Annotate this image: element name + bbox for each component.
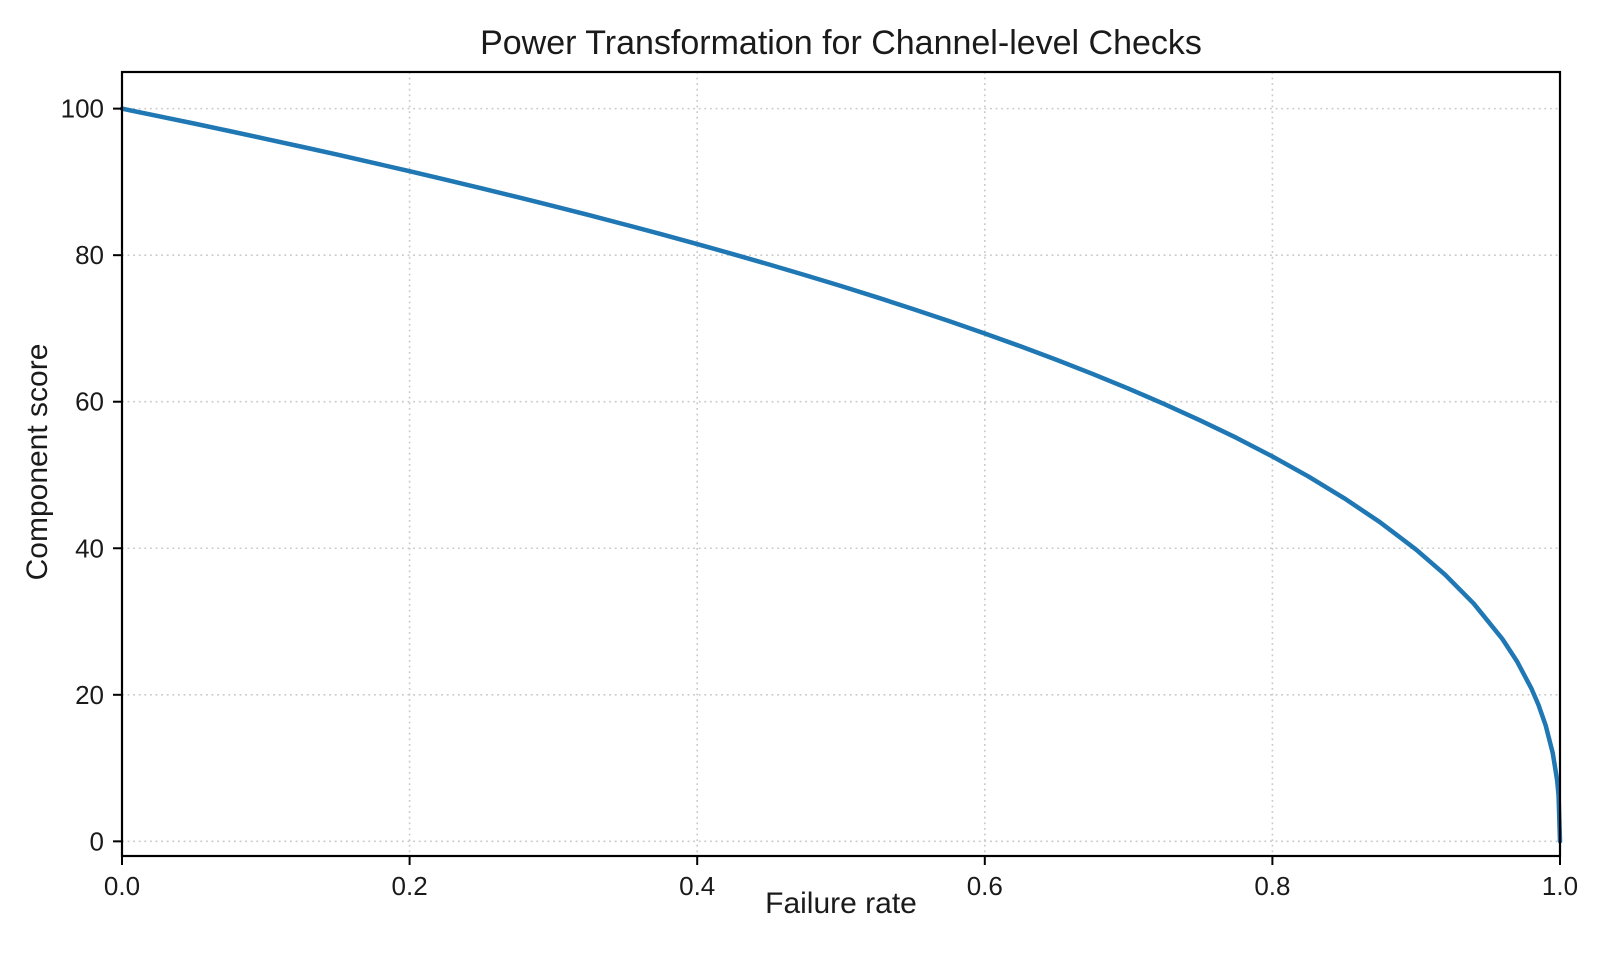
- y-tick-label: 100: [61, 94, 104, 124]
- x-tick-label: 0.6: [967, 871, 1003, 901]
- x-tick-label: 0.4: [679, 871, 715, 901]
- chart-title: Power Transformation for Channel-level C…: [480, 24, 1202, 62]
- tick-marks: [113, 107, 1561, 865]
- y-tick-label: 80: [75, 240, 104, 270]
- tick-labels: 0.0 0.2 0.4 0.6 0.8 1.0 0 20 40 60 80 100: [61, 94, 1578, 901]
- gridlines: [121, 72, 1561, 856]
- y-tick-label: 40: [75, 533, 104, 563]
- x-tick-label: 0.2: [392, 871, 428, 901]
- x-tick-label: 0.8: [1254, 871, 1290, 901]
- power-curve-line: [119, 106, 1563, 844]
- y-axis-label: Component score: [21, 344, 54, 581]
- x-tick-label: 0.0: [104, 871, 140, 901]
- x-tick-label: 1.0: [1542, 871, 1578, 901]
- y-tick-label: 60: [75, 387, 104, 417]
- x-axis-label: Failure rate: [765, 887, 917, 920]
- y-tick-label: 20: [75, 680, 104, 710]
- plot-border: [120, 70, 1562, 858]
- series-group: [119, 106, 1563, 844]
- y-tick-label: 0: [90, 826, 104, 856]
